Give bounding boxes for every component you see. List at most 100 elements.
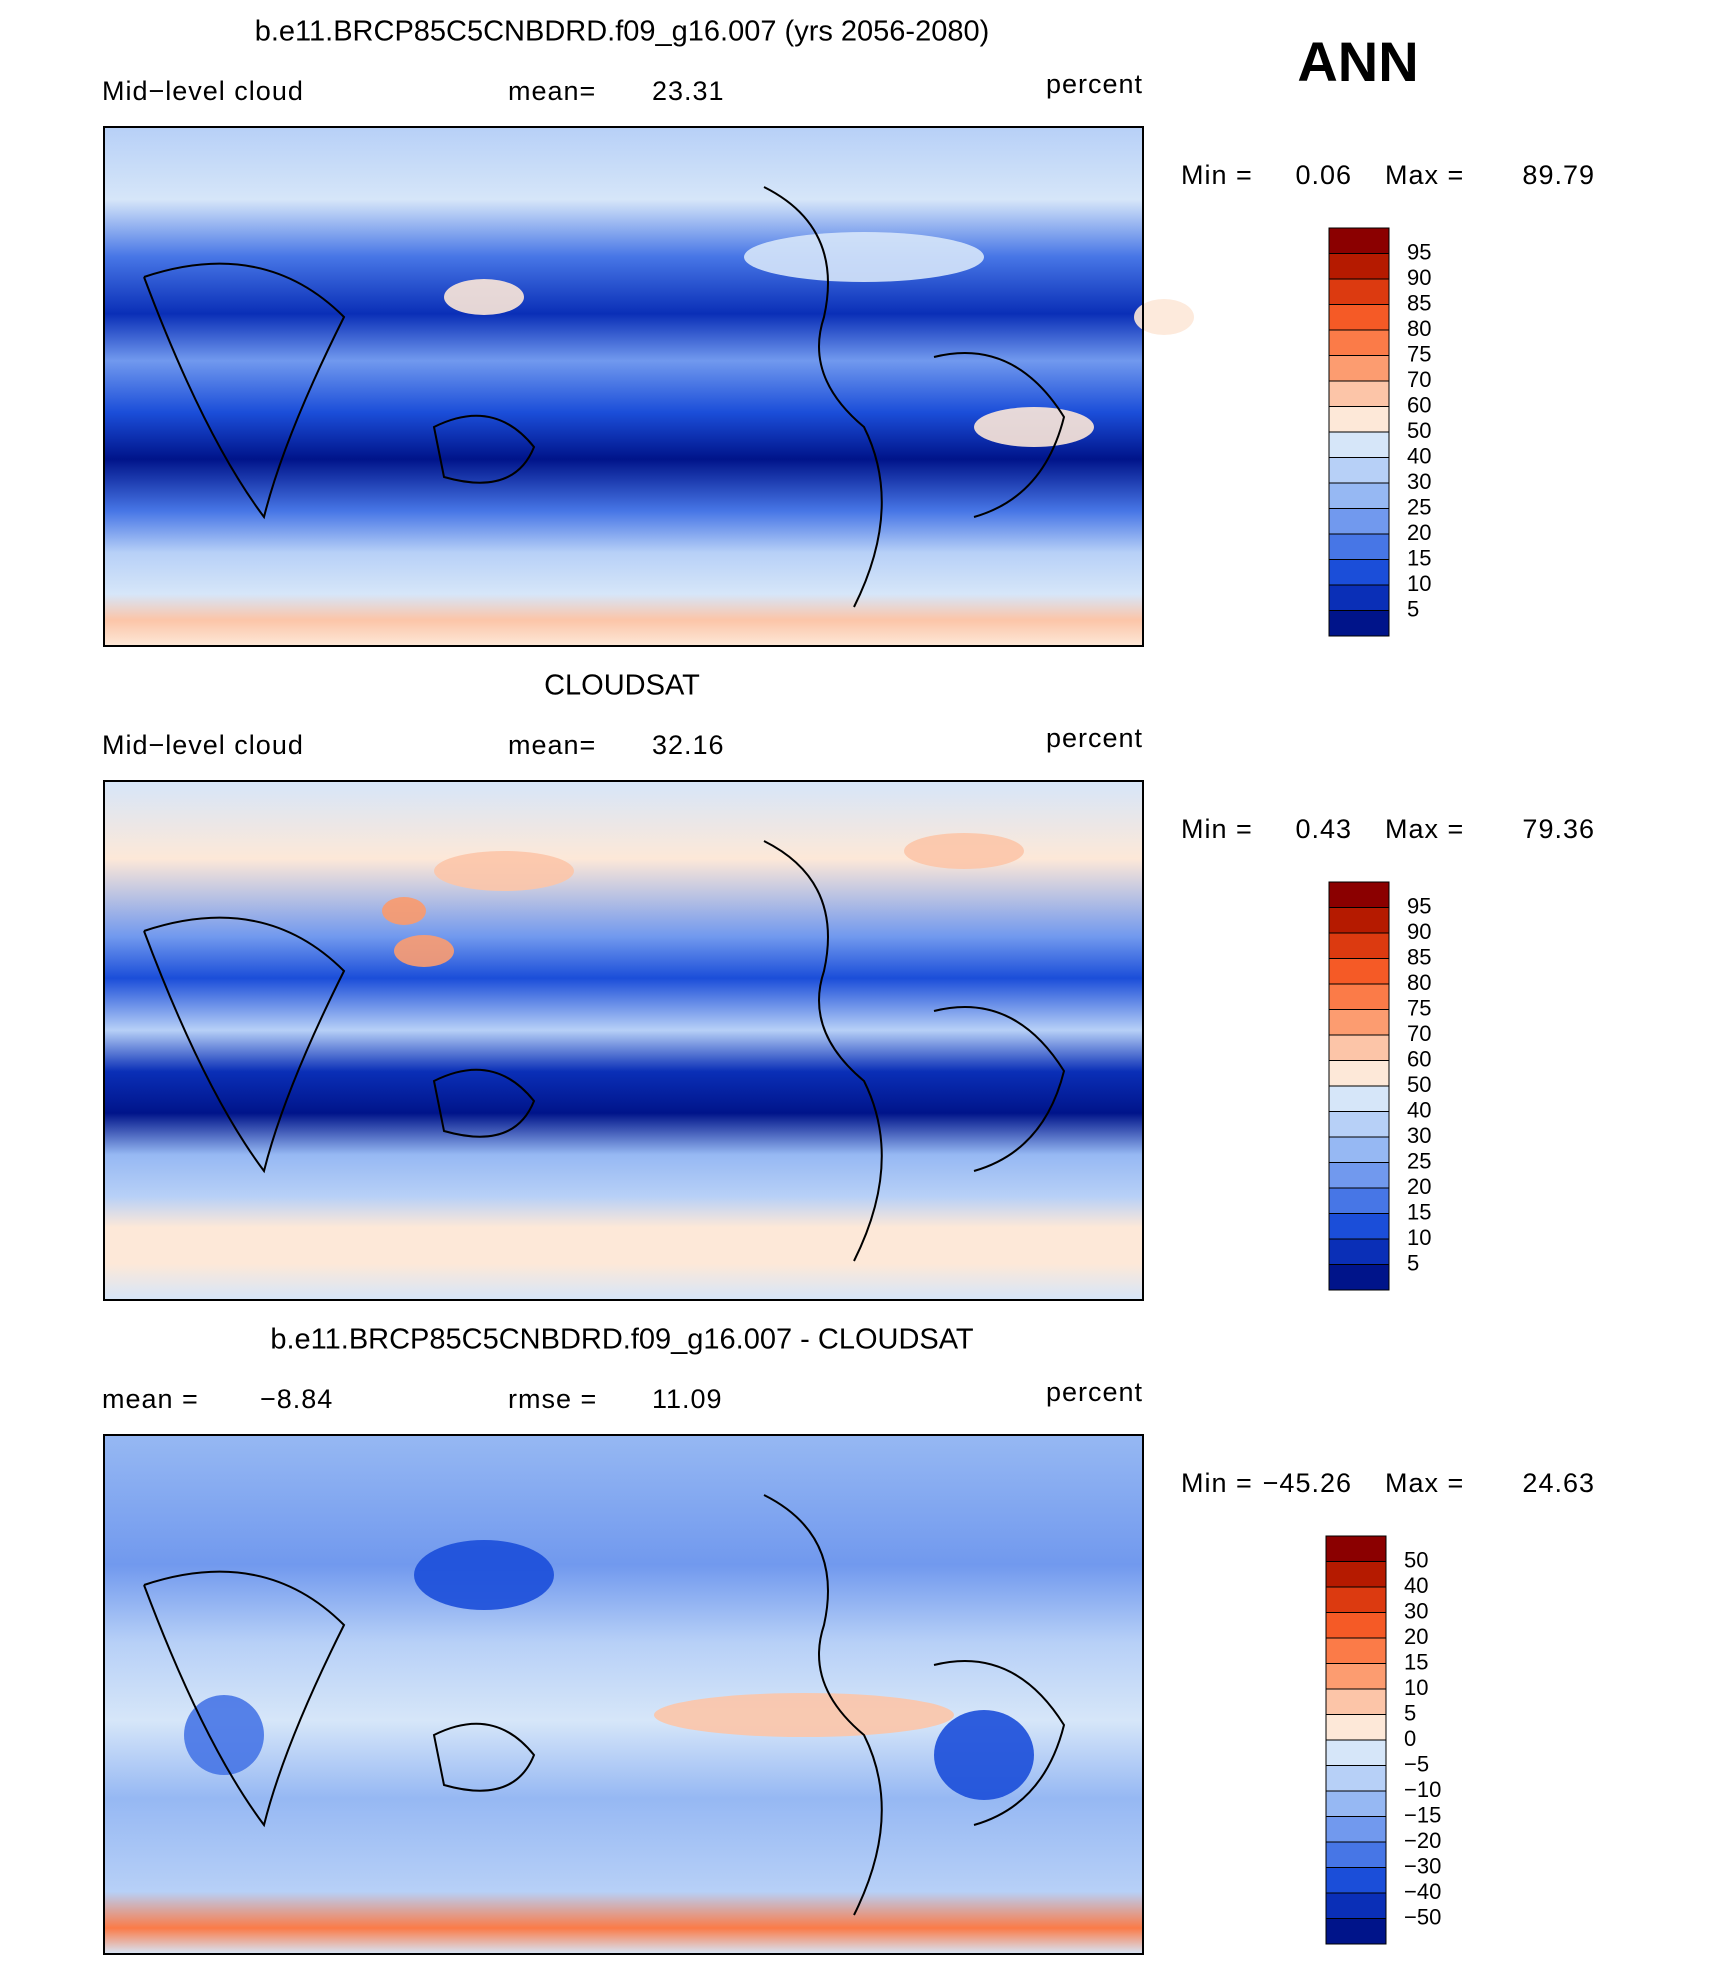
left-label: Mid−level cloud: [102, 730, 304, 760]
colorbar-swatch: [1328, 508, 1390, 535]
stat-value: 32.16: [652, 730, 725, 760]
colorbar-swatch: [1328, 1264, 1390, 1291]
colorbar-label: 40: [1404, 1573, 1428, 1598]
colorbar-label: 20: [1407, 1174, 1431, 1199]
map-blob: [394, 935, 454, 967]
colorbar-label: −50: [1404, 1904, 1441, 1929]
colorbar-label: 40: [1407, 1097, 1431, 1122]
colorbar-swatch: [1328, 1111, 1390, 1138]
colorbar-swatch: [1328, 304, 1390, 331]
colorbar-label: 95: [1407, 893, 1431, 918]
colorbar-label: 15: [1407, 545, 1431, 570]
colorbar-label: 30: [1404, 1598, 1428, 1623]
colorbar-swatch: [1325, 1714, 1387, 1741]
colorbar-label: 25: [1407, 1148, 1431, 1173]
panel-title: b.e11.BRCP85C5CNBDRD.f09_g16.007 - CLOUD…: [270, 1324, 974, 1356]
colorbar-swatch: [1328, 907, 1390, 934]
colorbar-swatch: [1328, 457, 1390, 484]
colorbar-label: −15: [1404, 1802, 1441, 1827]
stat-value: 11.09: [652, 1384, 723, 1414]
colorbar-label: −5: [1404, 1751, 1429, 1776]
colorbar-swatch: [1325, 1765, 1387, 1792]
colorbar-label: 50: [1407, 418, 1431, 443]
colorbar-swatch: [1328, 1085, 1390, 1112]
colorbar-label: −10: [1404, 1777, 1441, 1802]
colorbar-swatch: [1328, 958, 1390, 985]
coastline: [143, 186, 1066, 608]
min-value: 0.43: [1295, 814, 1352, 844]
stat-label: mean=: [508, 730, 596, 760]
units: percent: [1046, 723, 1143, 753]
colorbar-label: 5: [1404, 1700, 1416, 1725]
left-label: Mid−level cloud: [102, 76, 304, 106]
map-blob: [444, 279, 524, 315]
min-label: Min =: [1181, 1468, 1253, 1498]
map-blob: [382, 897, 426, 925]
min-label: Min =: [1181, 160, 1253, 190]
max-value: 89.79: [1522, 160, 1595, 190]
map-blob: [654, 1693, 954, 1737]
map-blob: [414, 1540, 554, 1610]
colorbar-swatch: [1328, 559, 1390, 586]
map-blob: [904, 833, 1024, 869]
colorbar-swatch: [1328, 1034, 1390, 1061]
colorbar-swatch: [1328, 406, 1390, 433]
colorbar-label: 90: [1407, 265, 1431, 290]
colorbar-swatch: [1328, 1136, 1390, 1163]
colorbar-swatch: [1325, 1663, 1387, 1690]
left-value: −8.84: [260, 1384, 333, 1414]
colorbar-swatch: [1325, 1637, 1387, 1664]
colorbar-swatch: [1328, 380, 1390, 407]
units: percent: [1046, 1377, 1143, 1407]
colorbar-label: 60: [1407, 1046, 1431, 1071]
colorbar-label: −40: [1404, 1879, 1441, 1904]
colorbar-swatch: [1325, 1535, 1387, 1562]
colorbar-label: 90: [1407, 919, 1431, 944]
map-blob: [744, 232, 984, 282]
stat-label: rmse =: [508, 1384, 597, 1414]
max-value: 24.63: [1522, 1468, 1595, 1498]
colorbar-swatch: [1325, 1739, 1387, 1766]
colorbar-label: 5: [1407, 596, 1419, 621]
colorbar-label: 85: [1407, 944, 1431, 969]
colorbar-swatch: [1328, 610, 1390, 637]
map-frame: [103, 126, 1144, 647]
colorbar-label: 20: [1404, 1624, 1428, 1649]
colorbar-swatch: [1328, 1060, 1390, 1087]
colorbar-label: 60: [1407, 392, 1431, 417]
colorbar-label: 95: [1407, 239, 1431, 264]
colorbar-swatch: [1328, 253, 1390, 280]
colorbar-swatch: [1328, 584, 1390, 611]
colorbar-label: 15: [1407, 1199, 1431, 1224]
colorbar-label: 80: [1407, 970, 1431, 995]
colorbar-swatch: [1328, 431, 1390, 458]
colorbar-swatch: [1328, 329, 1390, 356]
min-value: −45.26: [1263, 1468, 1352, 1498]
colorbar-label: 15: [1404, 1649, 1428, 1674]
max-value: 79.36: [1522, 814, 1595, 844]
map-frame: [103, 780, 1144, 1301]
colorbar-swatch: [1328, 355, 1390, 382]
colorbar-label: 75: [1407, 341, 1431, 366]
colorbar-label: −30: [1404, 1853, 1441, 1878]
season-label: ANN: [1297, 30, 1418, 93]
colorbar-swatch: [1325, 1816, 1387, 1843]
colorbar-label: 25: [1407, 494, 1431, 519]
colorbar-swatch: [1325, 1918, 1387, 1945]
min-value: 0.06: [1295, 160, 1352, 190]
units: percent: [1046, 69, 1143, 99]
map-blob: [934, 1710, 1034, 1800]
map-frame: [103, 1434, 1144, 1955]
map-blob: [184, 1695, 264, 1775]
colorbar-label: 10: [1407, 1225, 1431, 1250]
colorbar-label: 40: [1407, 443, 1431, 468]
map-blob: [974, 407, 1094, 447]
left-label: mean =: [102, 1384, 199, 1414]
colorbar-swatch: [1328, 227, 1390, 254]
colorbar-swatch: [1325, 1586, 1387, 1613]
colorbar-label: 30: [1407, 469, 1431, 494]
colorbar-swatch: [1328, 932, 1390, 959]
colorbar-label: 5: [1407, 1250, 1419, 1275]
